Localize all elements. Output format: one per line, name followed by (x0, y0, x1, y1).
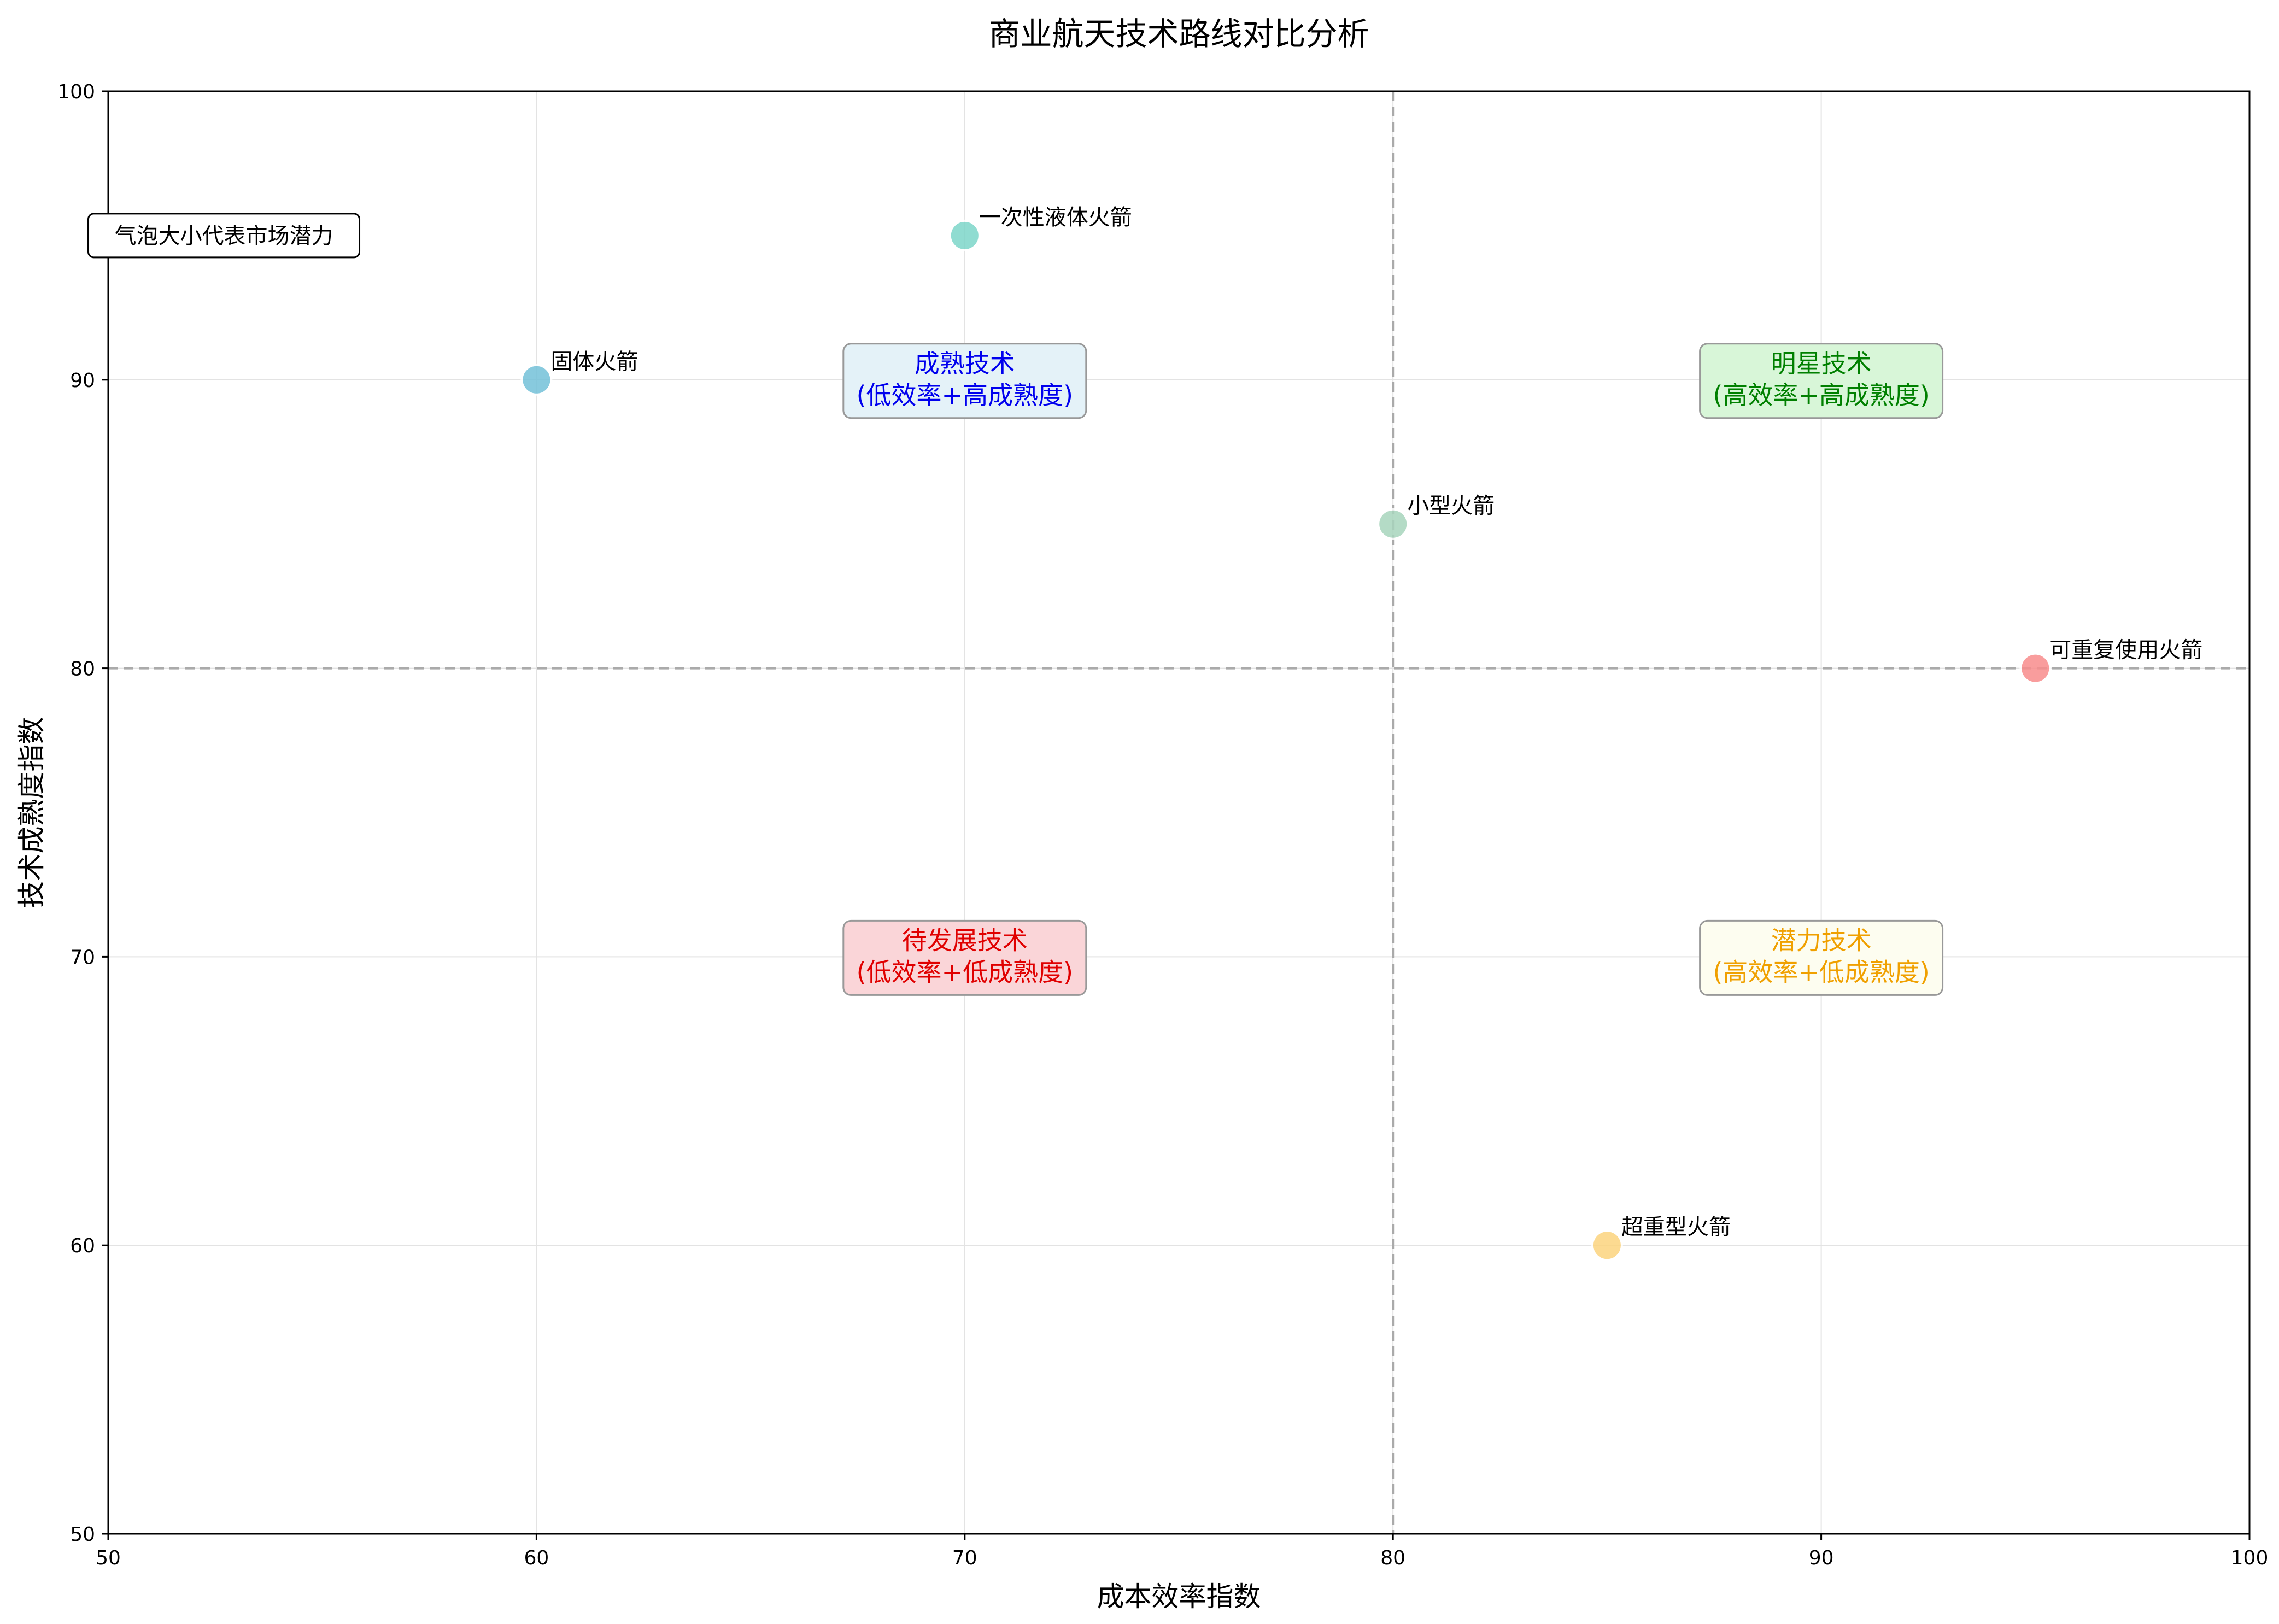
x-tick-label: 100 (2231, 1547, 2269, 1569)
y-tick-label: 100 (57, 81, 95, 103)
data-point (1377, 508, 1409, 540)
y-tick-label: 50 (70, 1523, 95, 1546)
axis-ticks: 50 60 70 80 90 100 50 60 70 80 90 100 (57, 81, 2268, 1569)
quadrant-label: 成熟技术(低效率+高成熟度) (842, 343, 1087, 419)
note-text: 气泡大小代表市场潜力 (115, 224, 333, 249)
y-axis-title: 技术成熟度指数 (16, 717, 48, 908)
quadrant-label-box (1699, 343, 1944, 419)
data-point (1591, 1229, 1623, 1262)
x-tick-label: 60 (524, 1547, 549, 1569)
x-tick-label: 80 (1380, 1547, 1405, 1569)
reference-lines (108, 91, 2249, 1534)
data-point (2019, 652, 2052, 684)
point-label: 小型火箭 (1407, 494, 1495, 519)
quadrant-title: 明星技术 (1771, 349, 1872, 378)
y-tick-label: 90 (70, 370, 95, 392)
quadrant-subtitle: (高效率+低成熟度) (1713, 957, 1929, 987)
quadrant-label-box (1699, 919, 1944, 996)
x-tick-label: 50 (96, 1547, 121, 1569)
quadrant-label: 潜力技术(高效率+低成熟度) (1699, 919, 1944, 996)
x-tick-label: 90 (1809, 1547, 1834, 1569)
quadrant-subtitle: (低效率+高成熟度) (857, 380, 1073, 410)
quadrant-label: 明星技术(高效率+高成熟度) (1699, 343, 1944, 419)
note-box (87, 213, 361, 259)
bubble-size-note: 气泡大小代表市场潜力 (87, 213, 361, 259)
quadrant-title: 潜力技术 (1771, 925, 1872, 955)
chart-title: 商业航天技术路线对比分析 (988, 15, 1369, 52)
quadrant-label-box (842, 343, 1087, 419)
quadrant-label-box (842, 919, 1087, 996)
quadrant-label: 待发展技术(低效率+低成熟度) (842, 919, 1087, 996)
quadrant-subtitle: (低效率+低成熟度) (857, 957, 1073, 987)
plot-frame (107, 90, 2251, 1535)
x-tick-label: 70 (952, 1547, 977, 1569)
point-label: 超重型火箭 (1621, 1215, 1731, 1240)
grid-lines (108, 91, 2250, 1534)
data-point (948, 219, 981, 251)
x-axis-title: 成本效率指数 (1097, 1581, 1261, 1613)
quadrant-title: 待发展技术 (902, 925, 1028, 955)
quadrant-subtitle: (高效率+高成熟度) (1713, 380, 1929, 410)
point-label: 可重复使用火箭 (2049, 638, 2202, 663)
y-tick-label: 80 (70, 658, 95, 681)
y-tick-label: 60 (70, 1235, 95, 1257)
data-point (520, 364, 553, 396)
point-label: 固体火箭 (550, 349, 638, 374)
y-tick-label: 70 (70, 946, 95, 969)
quadrant-labels: 成熟技术(低效率+高成熟度) 明星技术(高效率+高成熟度) 待发展技术(低效率+低成… (842, 343, 1944, 996)
quadrant-title: 成熟技术 (915, 349, 1015, 378)
point-label: 一次性液体火箭 (979, 205, 1132, 230)
